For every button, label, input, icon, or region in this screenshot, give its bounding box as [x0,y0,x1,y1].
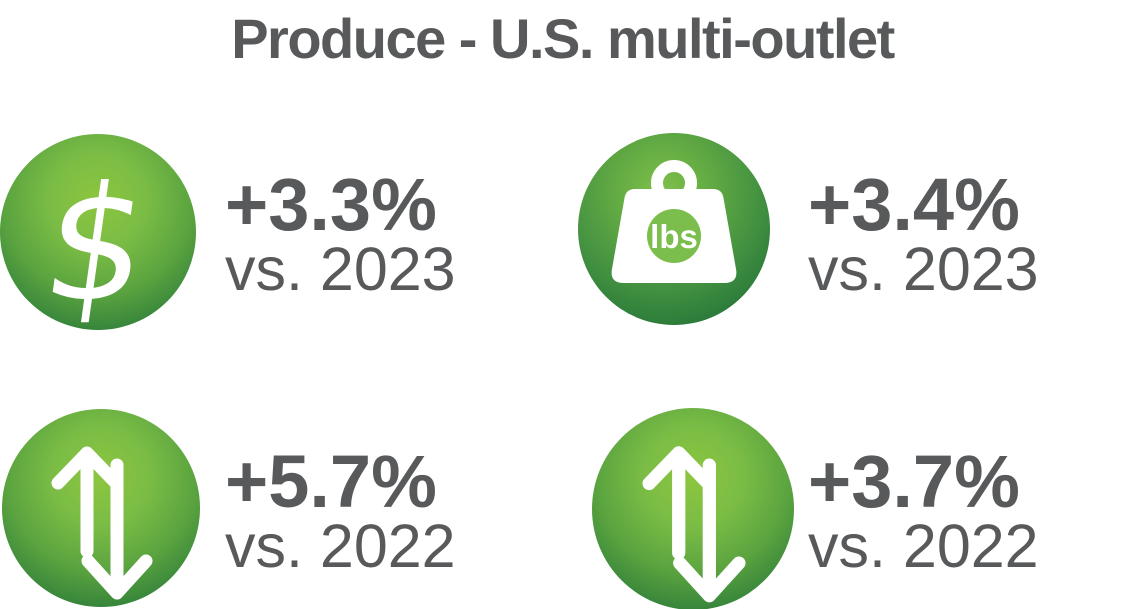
stat-value: +3.3% [225,163,437,246]
stat-value: +3.4% [808,163,1020,246]
up-down-arrows-icon [592,408,794,609]
stat-comparison: vs. 2023 [808,235,1039,303]
stat-block-lbs-2022: +3.7% vs. 2022 [808,445,1039,577]
up-down-arrows-glyph [642,446,746,603]
dollar-icon: $ [0,134,196,337]
dollar-sign-glyph: $ [32,153,160,337]
stat-value: +5.7% [225,440,437,523]
stat-block-dollar-2022: +5.7% vs. 2022 [225,445,456,577]
weight-lbs-glyph: lbs [611,160,737,283]
page-title: Produce - U.S. multi-outlet [231,7,895,70]
up-down-arrows-icon [2,409,200,607]
stat-comparison: vs. 2023 [225,235,456,303]
stat-block-lbs-2023: +3.4% vs. 2023 [808,168,1039,300]
stat-value: +3.7% [808,440,1020,523]
lbs-label: lbs [650,218,698,255]
weight-lbs-icon: lbs [578,133,770,325]
stat-comparison: vs. 2022 [808,512,1039,580]
stat-block-dollar-2023: +3.3% vs. 2023 [225,168,456,300]
stat-comparison: vs. 2022 [225,512,456,580]
up-down-arrows-glyph [51,446,153,600]
